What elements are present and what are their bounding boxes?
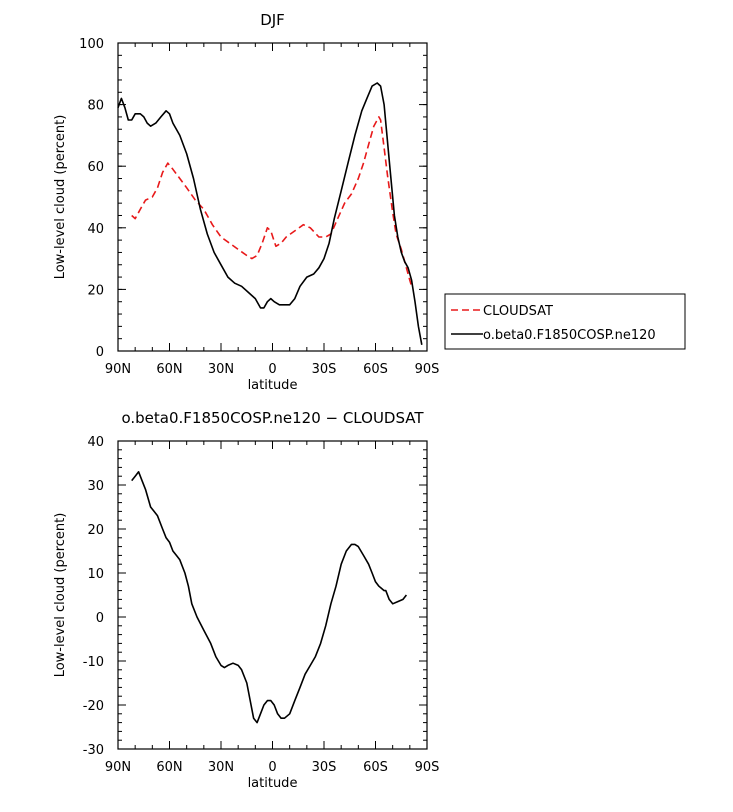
y-tick-label: -30	[83, 743, 104, 758]
legend-box	[444, 293, 686, 350]
y-tick-label: 100	[79, 37, 104, 52]
y-tick-label: 20	[87, 523, 104, 538]
y-tick-label: 0	[96, 345, 104, 360]
series-line-o-beta0-f1850cosp-ne120	[117, 82, 423, 345]
y-tick-label: 10	[87, 567, 104, 582]
y-axis-label: Low-level cloud (percent)	[53, 115, 68, 280]
x-tick-label: 30S	[312, 362, 337, 377]
x-tick-label: 60N	[156, 760, 182, 775]
y-tick-label: -20	[83, 699, 104, 714]
y-tick-label: 40	[87, 435, 104, 450]
x-tick-label: 90S	[415, 760, 440, 775]
chart-title: o.beta0.F1850COSP.ne120 − CLOUDSAT	[121, 409, 424, 427]
chart-1: DJF 90N 60N 30N 0 30S 60S 90S 0 20 40 60 80 100 latitu…	[53, 11, 686, 393]
y-tick-label: 20	[87, 283, 104, 298]
legend-label: o.beta0.F1850COSP.ne120	[483, 328, 656, 343]
y-tick-label: 80	[87, 99, 104, 114]
y-tick-label: 60	[87, 160, 104, 175]
x-tick-label: 0	[268, 362, 276, 377]
x-tick-label: 60S	[363, 760, 388, 775]
x-tick-label: 60S	[363, 362, 388, 377]
y-tick-label: 0	[96, 611, 104, 626]
chart-2: o.beta0.F1850COSP.ne120 − CLOUDSAT 90N 60N…	[53, 409, 439, 791]
chart-title: DJF	[260, 11, 285, 29]
y-tick-label: -10	[83, 655, 104, 670]
legend-label: CLOUDSAT	[483, 304, 553, 319]
y-tick-label: 40	[87, 222, 104, 237]
x-tick-label: 0	[268, 760, 276, 775]
x-tick-label: 30N	[208, 760, 234, 775]
x-tick-label: 90N	[105, 362, 131, 377]
x-tick-label: 90N	[105, 760, 131, 775]
x-axis-label: latitude	[248, 776, 298, 791]
x-tick-label: 30S	[312, 760, 337, 775]
x-tick-label: 30N	[208, 362, 234, 377]
legend: CLOUDSAT o.beta0.F1850COSP.ne120	[444, 293, 686, 350]
x-axis-label: latitude	[248, 378, 298, 393]
y-tick-label: 30	[87, 479, 104, 494]
series-line-2-1	[131, 471, 408, 724]
x-tick-label: 60N	[156, 362, 182, 377]
y-axis-label: Low-level cloud (percent)	[53, 513, 68, 678]
x-tick-label: 90S	[415, 362, 440, 377]
series-line-cloudsat	[131, 116, 413, 287]
